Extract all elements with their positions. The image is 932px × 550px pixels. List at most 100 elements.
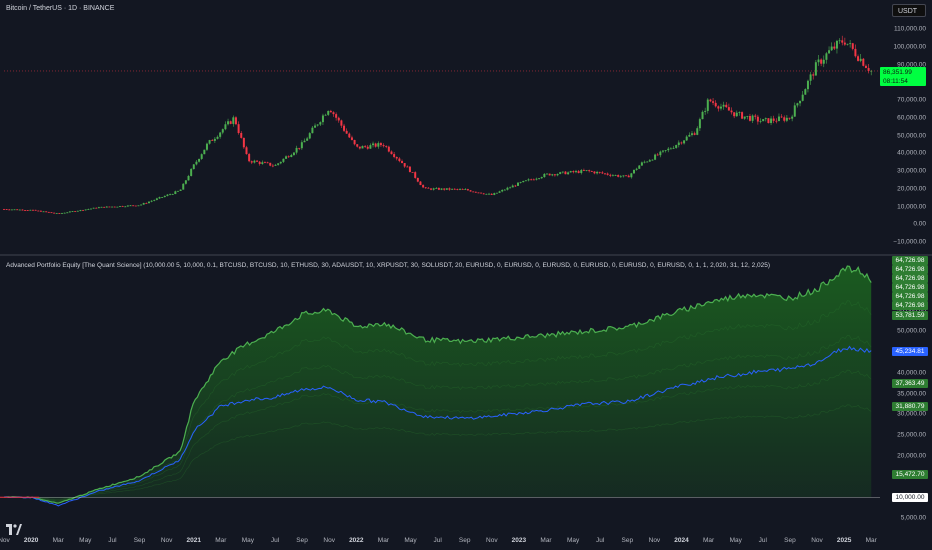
- candle-body: [256, 160, 259, 162]
- equity-y-tick: 50,000.00: [897, 327, 926, 335]
- candle-body: [24, 210, 27, 211]
- price-y-tick: 50,000.00: [897, 132, 926, 139]
- candle-body: [29, 209, 32, 211]
- time-tick: May: [729, 537, 742, 544]
- strategy-title[interactable]: Advanced Portfolio Equity [The Quant Sci…: [6, 262, 771, 269]
- price-y-tick: 100,000.00: [893, 43, 926, 51]
- candle-body: [456, 188, 459, 190]
- candle-body: [614, 175, 617, 176]
- candle-body: [527, 179, 530, 181]
- time-tick: May: [241, 537, 255, 544]
- candle-body: [498, 191, 501, 193]
- equity-chart-pane[interactable]: Advanced Portfolio Equity [The Quant Sci…: [0, 256, 932, 531]
- price-y-tick: 90,000.00: [897, 61, 926, 68]
- candle-body: [314, 125, 317, 128]
- candle-body: [68, 211, 71, 213]
- candle-body: [543, 173, 546, 178]
- candle-body: [762, 119, 765, 122]
- equity-chart-canvas[interactable]: [0, 256, 880, 531]
- candle-body: [553, 174, 556, 176]
- candle-body: [232, 117, 235, 124]
- candle-body: [870, 70, 873, 72]
- candle-body: [656, 154, 659, 156]
- candle-body: [84, 209, 87, 211]
- candle-body: [47, 211, 50, 213]
- time-tick: Nov: [486, 537, 498, 544]
- candle-body: [772, 118, 775, 121]
- currency-button[interactable]: USDT: [892, 4, 926, 17]
- candle-body: [654, 154, 657, 160]
- time-tick: 2020: [23, 537, 39, 544]
- candle-body: [770, 118, 773, 124]
- candle-body: [540, 177, 543, 179]
- candle-body: [39, 210, 42, 212]
- candle-body: [13, 209, 16, 211]
- candle-body: [208, 140, 211, 144]
- candle-body: [134, 205, 137, 207]
- candle-body: [746, 115, 749, 117]
- time-tick: Jul: [596, 537, 605, 544]
- time-tick: Nov: [811, 537, 823, 544]
- candle-body: [145, 203, 148, 204]
- candle-body: [213, 138, 216, 141]
- time-tick: Jul: [433, 537, 442, 544]
- candle-body: [224, 124, 227, 130]
- candle-body: [622, 175, 625, 177]
- candle-body: [87, 209, 90, 210]
- candle-body: [477, 192, 480, 194]
- equity-area: [4, 266, 872, 504]
- candle-body: [34, 209, 37, 211]
- candle-body: [279, 161, 282, 164]
- equity-stack-badge: 64,726.98: [892, 301, 928, 310]
- candle-body: [10, 209, 13, 211]
- candle-body: [651, 159, 654, 161]
- candle-body: [393, 154, 396, 157]
- candle-body: [116, 206, 119, 208]
- candle-body: [369, 145, 372, 149]
- candle-body: [851, 43, 854, 49]
- candle-body: [387, 146, 390, 152]
- candle-body: [372, 143, 375, 146]
- time-tick: Mar: [377, 537, 390, 544]
- candle-body: [669, 148, 672, 150]
- equity-stack-badge: 64,726.98: [892, 274, 928, 283]
- candle-body: [822, 59, 825, 64]
- candle-body: [227, 121, 230, 125]
- tradingview-logo-icon[interactable]: [6, 524, 22, 535]
- candle-body: [709, 99, 712, 102]
- candle-body: [580, 170, 583, 173]
- equity-value-badge: 15,472.70: [892, 470, 928, 480]
- candle-body: [356, 144, 359, 147]
- candle-body: [501, 189, 504, 192]
- candle-body: [179, 189, 182, 191]
- candle-body: [8, 209, 11, 211]
- candle-body: [453, 188, 456, 190]
- candle-body: [611, 175, 614, 177]
- price-chart-pane[interactable]: Bitcoin / TetherUS · 1D · BINANCE USDT 1…: [0, 0, 932, 255]
- candle-body: [71, 211, 74, 213]
- candle-body: [395, 156, 398, 159]
- equity-value-badge: 10,000.00: [892, 492, 928, 502]
- candle-body: [60, 213, 63, 214]
- candle-body: [26, 210, 29, 211]
- candle-body: [55, 213, 58, 214]
- equity-band-line: [3, 369, 872, 501]
- price-y-tick: 0.00: [913, 220, 926, 228]
- symbol-title[interactable]: Bitcoin / TetherUS · 1D · BINANCE: [6, 5, 115, 12]
- candle-body: [780, 116, 783, 118]
- candle-body: [538, 178, 541, 180]
- candle-body: [414, 172, 417, 178]
- time-axis[interactable]: Nov 2020 Mar May Jul Sep Nov 2021 Mar May Jul Sep No…: [0, 532, 932, 550]
- candle-body: [814, 62, 817, 76]
- candle-body: [89, 208, 92, 210]
- candle-body: [659, 151, 662, 156]
- time-tick: Jul: [758, 537, 767, 544]
- candle-body: [97, 207, 100, 209]
- price-chart-canvas[interactable]: [0, 0, 880, 255]
- time-tick: 2024: [674, 537, 689, 544]
- price-y-tick: 60,000.00: [897, 114, 926, 122]
- equity-y-tick: 40,000.00: [897, 369, 926, 377]
- pane-divider[interactable]: [0, 254, 932, 256]
- candle-body: [234, 117, 237, 125]
- candle-body: [722, 104, 725, 107]
